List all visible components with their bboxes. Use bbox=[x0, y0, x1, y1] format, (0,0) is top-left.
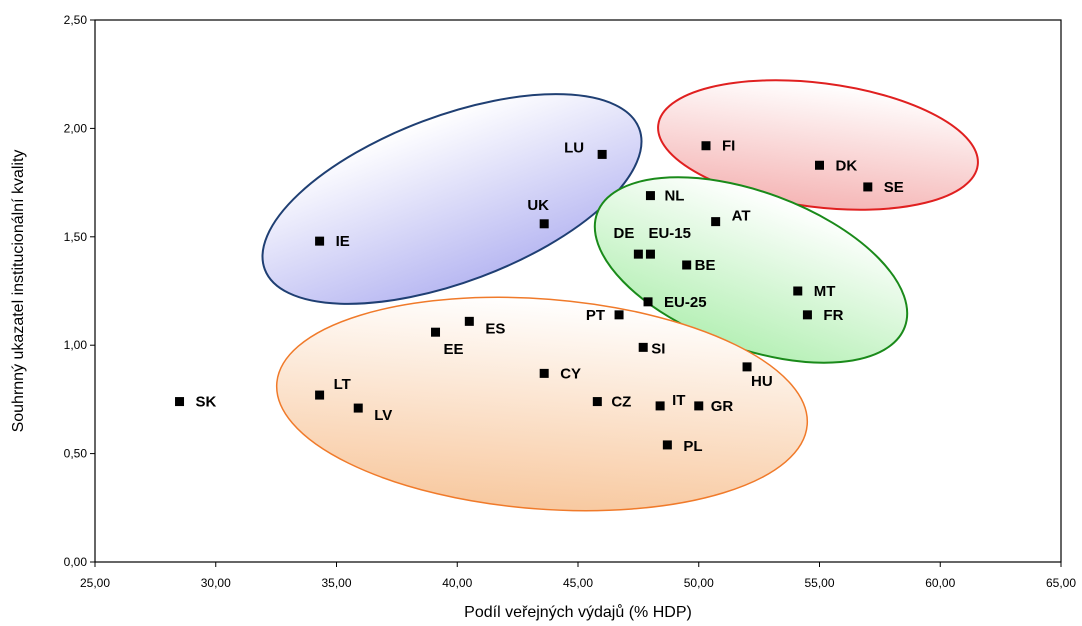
data-label-ie: IE bbox=[336, 233, 350, 250]
data-point-pl bbox=[662, 440, 672, 450]
group-ellipse-orange bbox=[275, 296, 809, 512]
data-label-be: BE bbox=[695, 257, 716, 274]
data-label-lu: LU bbox=[564, 139, 584, 156]
x-axis-title: Podíl veřejných výdajů (% HDP) bbox=[464, 603, 692, 621]
x-tick-label: 35,00 bbox=[321, 576, 351, 590]
data-point-at bbox=[711, 217, 721, 227]
data-point-ie bbox=[315, 236, 325, 246]
y-tick-label: 2,00 bbox=[64, 121, 88, 135]
data-point-de bbox=[633, 249, 643, 259]
data-label-cy: CY bbox=[560, 365, 581, 382]
data-label-dk: DK bbox=[836, 157, 858, 174]
x-tick-label: 50,00 bbox=[684, 576, 714, 590]
data-point-be bbox=[682, 260, 692, 270]
data-label-si: SI bbox=[651, 340, 665, 357]
data-label-fi: FI bbox=[722, 138, 735, 155]
data-label-uk: UK bbox=[527, 197, 549, 214]
y-axis-title: Souhrnný ukazatel institucionální kvalit… bbox=[10, 150, 27, 433]
data-point-dk bbox=[815, 160, 824, 170]
data-label-lt: LT bbox=[334, 376, 351, 393]
x-tick-label: 45,00 bbox=[563, 576, 593, 590]
data-point-si bbox=[638, 342, 648, 352]
x-tick-label: 30,00 bbox=[201, 576, 231, 590]
data-point-lu bbox=[597, 149, 607, 159]
x-tick-label: 60,00 bbox=[925, 576, 955, 590]
data-point-ee bbox=[431, 327, 441, 337]
data-label-eu-25: EU-25 bbox=[664, 294, 707, 311]
x-tick-label: 40,00 bbox=[442, 576, 472, 590]
group-ellipse-blue bbox=[261, 93, 643, 305]
data-point-fi bbox=[701, 141, 711, 151]
y-tick-label: 1,00 bbox=[64, 338, 88, 352]
data-label-es: ES bbox=[485, 320, 505, 337]
data-point-cy bbox=[539, 368, 549, 378]
data-label-fr: FR bbox=[823, 307, 843, 324]
y-tick-label: 1,50 bbox=[64, 230, 88, 244]
data-label-sk: SK bbox=[196, 394, 217, 411]
data-point-gr bbox=[694, 401, 704, 411]
x-tick-label: 65,00 bbox=[1046, 576, 1076, 590]
data-point-es bbox=[464, 316, 474, 326]
data-label-at: AT bbox=[732, 208, 751, 225]
x-tick-label: 55,00 bbox=[804, 576, 834, 590]
y-tick-label: 0,00 bbox=[64, 555, 88, 569]
y-tick-label: 0,50 bbox=[64, 447, 88, 461]
data-point-se bbox=[863, 182, 873, 192]
data-point-nl bbox=[645, 191, 655, 201]
group-ellipse-red bbox=[657, 79, 979, 211]
data-point-eu-25 bbox=[643, 297, 653, 307]
data-label-mt: MT bbox=[814, 283, 836, 300]
data-label-eu-15: EU-15 bbox=[648, 225, 691, 242]
data-label-se: SE bbox=[884, 179, 904, 196]
data-label-it: IT bbox=[672, 392, 685, 409]
data-point-sk bbox=[175, 397, 185, 407]
x-tick-label: 25,00 bbox=[80, 576, 110, 590]
data-point-uk bbox=[539, 219, 549, 229]
data-label-hu: HU bbox=[751, 373, 773, 390]
data-point-pt bbox=[614, 310, 624, 320]
data-point-mt bbox=[793, 286, 803, 296]
data-label-lv: LV bbox=[374, 407, 392, 424]
data-label-nl: NL bbox=[664, 188, 684, 205]
data-point-hu bbox=[742, 362, 752, 372]
data-label-gr: GR bbox=[711, 398, 734, 415]
data-label-pt: PT bbox=[586, 307, 605, 324]
data-label-de: DE bbox=[614, 225, 635, 242]
data-point-eu-15 bbox=[645, 249, 655, 259]
data-point-it bbox=[655, 401, 665, 411]
data-point-lv bbox=[353, 403, 363, 413]
y-tick-label: 2,50 bbox=[64, 13, 88, 27]
data-label-pl: PL bbox=[683, 438, 702, 455]
data-label-ee: EE bbox=[444, 341, 464, 358]
data-point-fr bbox=[802, 310, 812, 320]
data-label-cz: CZ bbox=[611, 394, 631, 411]
data-point-cz bbox=[592, 397, 602, 407]
data-point-lt bbox=[315, 390, 325, 400]
